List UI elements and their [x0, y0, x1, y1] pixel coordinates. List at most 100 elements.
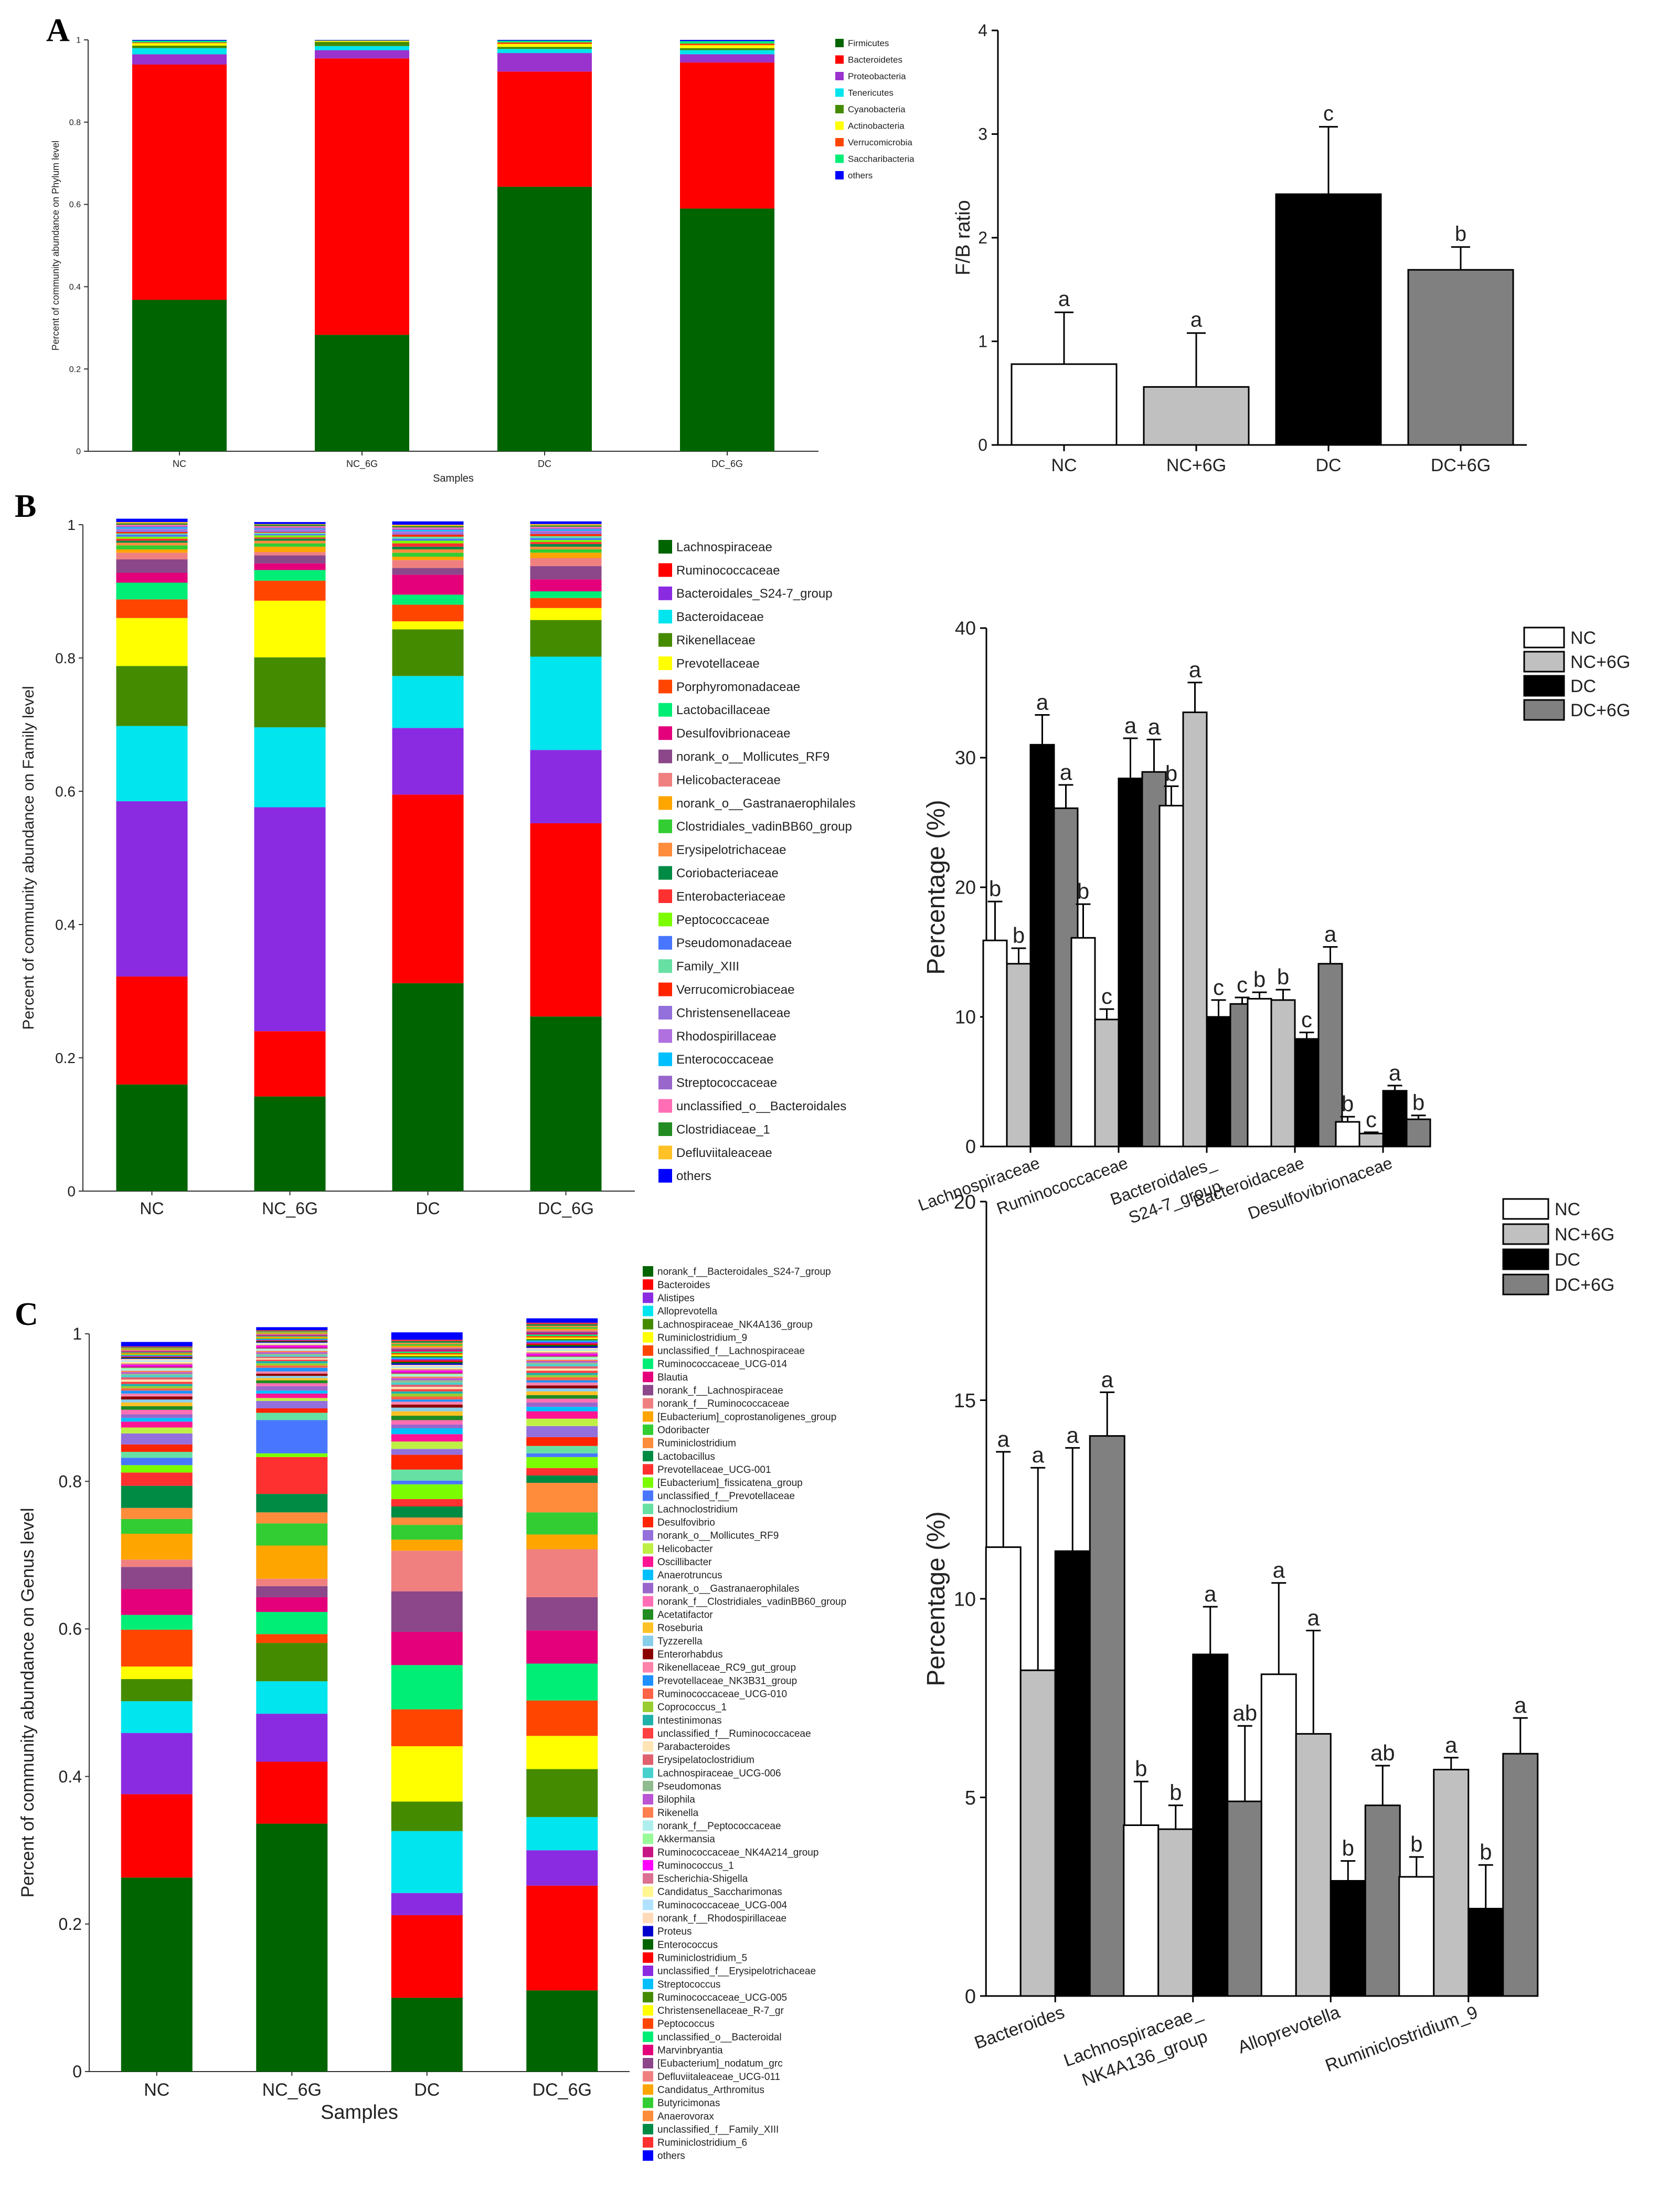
panel-label-c: C: [15, 1297, 38, 1332]
stacked-segment: [526, 1418, 598, 1426]
y-tick-label: 0.4: [59, 1767, 82, 1786]
significance-letter: a: [1273, 1558, 1285, 1583]
stacked-segment: [526, 1345, 598, 1346]
legend-swatch: [643, 1952, 653, 1963]
y-axis-label: Percent of community abundance on Family…: [20, 686, 37, 1029]
stacked-segment: [392, 629, 464, 676]
legend-swatch: [643, 1780, 653, 1791]
stacked-segment: [391, 1407, 463, 1411]
legend-label: DC+6G: [1570, 700, 1630, 720]
legend-swatch: [1523, 675, 1565, 697]
legend-swatch: [643, 1649, 653, 1660]
stacked-segment: [526, 1407, 598, 1411]
y-tick-label: 30: [955, 747, 976, 769]
stacked-segment: [526, 1334, 598, 1336]
stacked-segment: [391, 1998, 463, 2072]
legend-label: Prevotellaceae: [676, 656, 760, 671]
stacked-segment: [315, 46, 409, 50]
stacked-segment: [116, 530, 188, 532]
legend-label: Peptococcaceae: [676, 913, 769, 927]
stacked-segment: [526, 1355, 598, 1357]
stacked-segment: [526, 1457, 598, 1468]
legend-label: Akkermansia: [657, 1834, 715, 1845]
stacked-segment: [254, 807, 326, 1032]
bar: [1364, 1804, 1401, 1997]
stacked-segment: [121, 1615, 193, 1630]
stacked-segment: [391, 1367, 463, 1369]
stacked-segment: [391, 1665, 463, 1710]
bar: [1227, 1800, 1263, 1997]
y-tick-label: 10: [955, 1006, 976, 1028]
significance-letter: b: [1135, 1756, 1147, 1781]
legend-label: Helicobacteraceae: [676, 773, 781, 787]
legend-label: [Eubacterium]_coprostanoligenes_group: [657, 1411, 836, 1422]
stacked-segment: [121, 1360, 193, 1362]
stacked-segment: [391, 1360, 463, 1362]
stacked-segment: [256, 1351, 328, 1353]
legend-swatch: [658, 1076, 672, 1090]
x-tick-label: NC: [1051, 455, 1077, 475]
stacked-segment: [391, 1353, 463, 1355]
legend-swatch: [658, 959, 672, 973]
stacked-segment: [121, 1794, 193, 1878]
stacked-segment: [530, 553, 602, 558]
y-tick-label: 0.6: [59, 1620, 82, 1639]
legend-label: [Eubacterium]_fissicatena_group: [657, 1478, 803, 1489]
bar: [1358, 1132, 1384, 1148]
significance-letter: b: [1412, 1090, 1424, 1115]
stacked-segment: [121, 1414, 193, 1418]
stacked-segment: [391, 1499, 463, 1507]
legend-label: Rikenellaceae: [676, 633, 756, 647]
legend-label: others: [848, 171, 873, 181]
legend-swatch: [643, 1266, 653, 1277]
legend-label: Lachnospiraceae: [676, 540, 772, 554]
significance-letter: a: [1101, 1367, 1114, 1392]
bar: [1006, 963, 1032, 1148]
legend-label: Intestinimonas: [657, 1715, 722, 1726]
legend-swatch: [658, 703, 672, 717]
legend-swatch: [658, 1169, 672, 1183]
stacked-segment: [121, 1357, 193, 1358]
stacked-segment: [530, 598, 602, 608]
stacked-segment: [254, 527, 326, 529]
significance-letter: b: [1277, 964, 1289, 989]
stacked-segment: [392, 540, 464, 544]
stacked-segment: [526, 1385, 598, 1389]
stacked-segment: [391, 1441, 463, 1449]
stacked-segment: [526, 1356, 598, 1358]
legend-label: Pseudomonadaceae: [676, 936, 792, 950]
legend-swatch: [658, 866, 672, 880]
stacked-segment: [121, 1362, 193, 1364]
legend-swatch: [658, 540, 672, 554]
y-tick-label: 0.8: [55, 650, 76, 666]
significance-letter: b: [1342, 1091, 1354, 1116]
stacked-segment: [254, 530, 326, 532]
stacked-segment: [121, 1350, 193, 1351]
legend-label: unclassified_o__Bacteroidales: [676, 1099, 846, 1113]
legend-label: Bacteroidaceae: [676, 610, 764, 624]
stacked-segment: [121, 1733, 193, 1795]
legend-swatch: [658, 1099, 672, 1113]
stacked-segment: [530, 540, 602, 543]
stacked-segment: [256, 1457, 328, 1494]
bar: [1094, 1018, 1120, 1148]
stacked-segment: [530, 528, 602, 529]
stacked-segment: [256, 1523, 328, 1546]
stacked-segment: [391, 1387, 463, 1389]
stacked-segment: [254, 563, 326, 570]
stacked-segment: [121, 1567, 193, 1589]
stacked-segment: [256, 1386, 328, 1391]
stacked-segment: [121, 1451, 193, 1458]
legend-swatch: [643, 1846, 653, 1857]
legend-swatch: [658, 982, 672, 996]
stacked-segment: [526, 1353, 598, 1355]
legend-label: Bilophila: [657, 1795, 695, 1806]
stacked-segment: [256, 1358, 328, 1360]
stacked-segment: [526, 1347, 598, 1350]
stacked-segment: [530, 549, 602, 553]
stacked-segment: [132, 42, 227, 44]
y-axis-label: F/B ratio: [952, 200, 974, 275]
legend-swatch: [658, 819, 672, 833]
stacked-segment: [256, 1355, 328, 1357]
significance-letter: c: [1366, 1107, 1377, 1132]
